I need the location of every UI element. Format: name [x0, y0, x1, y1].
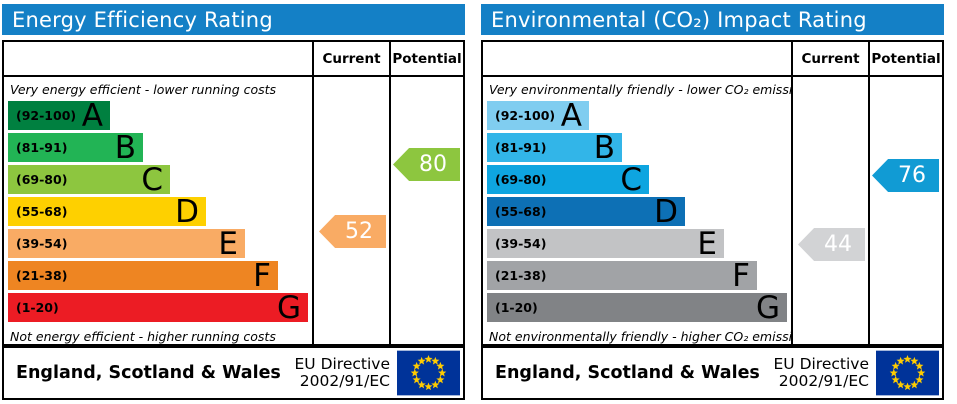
eu-flag-icon — [397, 350, 460, 396]
current-column-header: Current — [312, 42, 389, 77]
potential-column-header: Potential — [389, 42, 463, 77]
band-range: (81-91) — [495, 140, 547, 155]
energy-efficiency-panel: Energy Efficiency Rating Current Potenti… — [2, 0, 465, 404]
panel-footer: England, Scotland & Wales EU Directive 2… — [481, 346, 944, 400]
band-letter: C — [620, 161, 642, 198]
current-rating-arrow: 44 — [798, 228, 865, 261]
band-b: (81-91) B — [487, 129, 622, 166]
current-column: 52 — [312, 77, 389, 344]
eu-directive-line2: 2002/91/EC — [778, 372, 869, 390]
band-range: (81-91) — [16, 140, 68, 155]
potential-column: 80 — [389, 77, 463, 344]
potential-column: 76 — [868, 77, 942, 344]
eu-directive-line1: EU Directive — [294, 354, 391, 373]
band-range: (92-100) — [495, 108, 556, 123]
bands-area: Very environmentally friendly - lower CO… — [483, 77, 791, 344]
band-range: (55-68) — [495, 204, 547, 219]
band-letter: F — [253, 257, 271, 294]
potential-rating-value: 80 — [419, 152, 447, 177]
top-caption: Very energy efficient - lower running co… — [10, 82, 277, 97]
eu-directive-label: EU Directive 2002/91/EC — [773, 354, 870, 391]
panel-title-bar: Energy Efficiency Rating — [2, 4, 465, 35]
band-letter: D — [654, 193, 678, 230]
band-f: (21-38) F — [8, 257, 278, 294]
blank-header-cell — [483, 42, 791, 77]
band-letter: G — [276, 289, 301, 326]
eu-directive-line2: 2002/91/EC — [299, 372, 390, 390]
top-caption: Very environmentally friendly - lower CO… — [489, 82, 791, 97]
band-range: (39-54) — [16, 236, 68, 251]
band-letter: B — [114, 129, 136, 166]
band-range: (1-20) — [16, 300, 59, 315]
band-letter: B — [593, 129, 615, 166]
current-rating-arrow: 52 — [319, 215, 386, 248]
band-e: (39-54) E — [8, 225, 245, 262]
bottom-caption: Not environmentally friendly - higher CO… — [489, 329, 791, 344]
band-c: (69-80) C — [487, 161, 649, 198]
environmental-impact-panel: Environmental (CO₂) Impact Rating Curren… — [481, 0, 944, 404]
band-letter: A — [81, 97, 103, 134]
band-d: (55-68) D — [8, 193, 206, 230]
rating-table: Current Potential Very energy efficient … — [2, 40, 465, 346]
band-range: (21-38) — [495, 268, 547, 283]
eu-directive-line1: EU Directive — [773, 354, 870, 373]
current-column-header: Current — [791, 42, 868, 77]
band-letter: C — [141, 161, 163, 198]
band-f: (21-38) F — [487, 257, 757, 294]
band-range: (69-80) — [16, 172, 68, 187]
current-column: 44 — [791, 77, 868, 344]
band-b: (81-91) B — [8, 129, 143, 166]
bottom-caption: Not energy efficient - higher running co… — [10, 329, 276, 344]
band-letter: D — [175, 193, 199, 230]
band-range: (39-54) — [495, 236, 547, 251]
potential-rating-arrow: 76 — [872, 159, 939, 192]
band-letter: A — [560, 97, 582, 134]
panel-title: Environmental (CO₂) Impact Rating — [491, 7, 867, 32]
current-rating-value: 52 — [345, 219, 373, 244]
band-range: (21-38) — [16, 268, 68, 283]
band-range: (1-20) — [495, 300, 538, 315]
potential-rating-value: 76 — [898, 163, 926, 188]
panel-title-bar: Environmental (CO₂) Impact Rating — [481, 4, 944, 35]
band-a: (92-100) A — [487, 97, 589, 134]
band-range: (69-80) — [495, 172, 547, 187]
region-label: England, Scotland & Wales — [495, 363, 760, 383]
band-range: (55-68) — [16, 204, 68, 219]
potential-column-header: Potential — [868, 42, 942, 77]
band-letter: G — [755, 289, 780, 326]
potential-rating-arrow: 80 — [393, 148, 460, 181]
band-c: (69-80) C — [8, 161, 170, 198]
eu-directive-label: EU Directive 2002/91/EC — [294, 354, 391, 391]
region-label: England, Scotland & Wales — [16, 363, 281, 383]
band-range: (92-100) — [16, 108, 77, 123]
blank-header-cell — [4, 42, 312, 77]
band-e: (39-54) E — [487, 225, 724, 262]
eu-flag-icon — [876, 350, 939, 396]
band-a: (92-100) A — [8, 97, 110, 134]
panel-footer: England, Scotland & Wales EU Directive 2… — [2, 346, 465, 400]
current-rating-value: 44 — [824, 232, 852, 257]
band-d: (55-68) D — [487, 193, 685, 230]
band-letter: F — [732, 257, 750, 294]
band-g: (1-20) G — [487, 289, 787, 326]
bands-area: Very energy efficient - lower running co… — [4, 77, 312, 344]
band-letter: E — [218, 225, 238, 262]
panel-title: Energy Efficiency Rating — [12, 7, 273, 32]
band-letter: E — [697, 225, 717, 262]
rating-table: Current Potential Very environmentally f… — [481, 40, 944, 346]
band-g: (1-20) G — [8, 289, 308, 326]
